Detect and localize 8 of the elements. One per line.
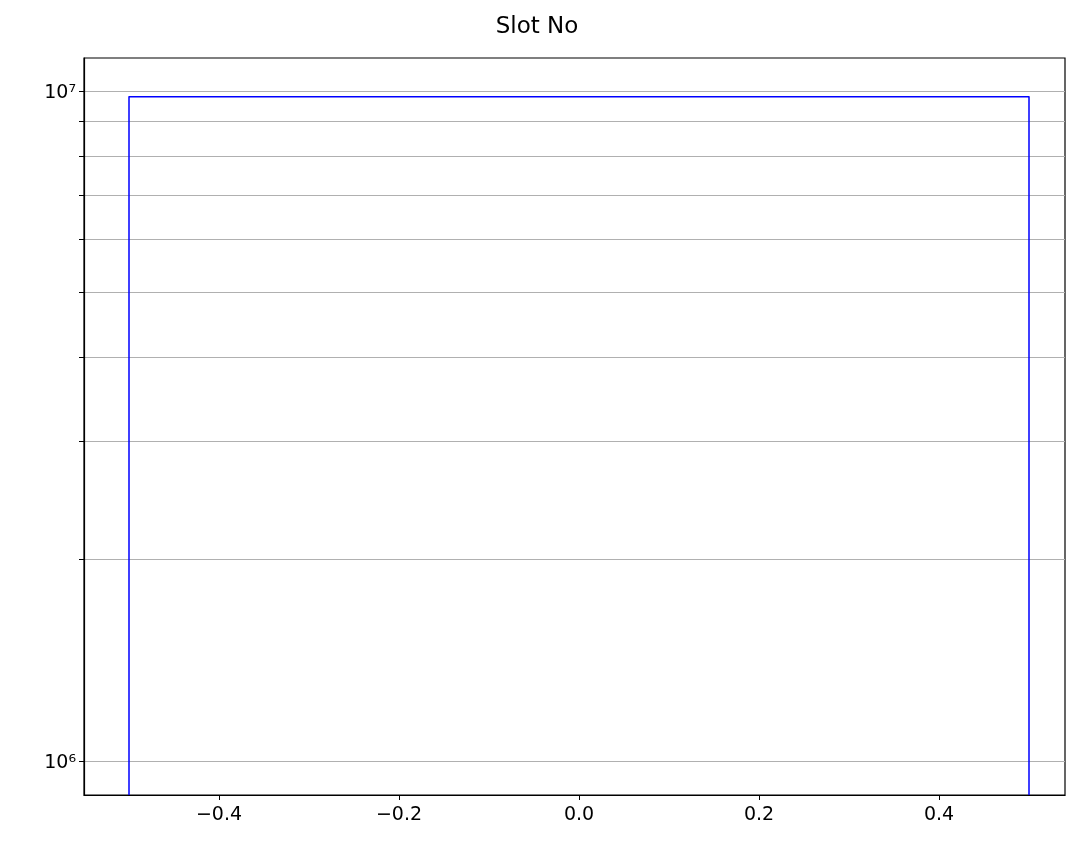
x-tick-label: 0.4: [923, 801, 955, 824]
x-tick-label: 0.2: [743, 801, 775, 824]
x-tick-label: −0.4: [195, 801, 243, 824]
y-tick-label: 10⁷: [44, 79, 76, 102]
y-tick-label: 10⁶: [44, 750, 76, 773]
x-tick-label: 0.0: [563, 801, 595, 824]
x-tick-label: −0.2: [375, 801, 423, 824]
chart-title: Slot No: [495, 11, 579, 38]
